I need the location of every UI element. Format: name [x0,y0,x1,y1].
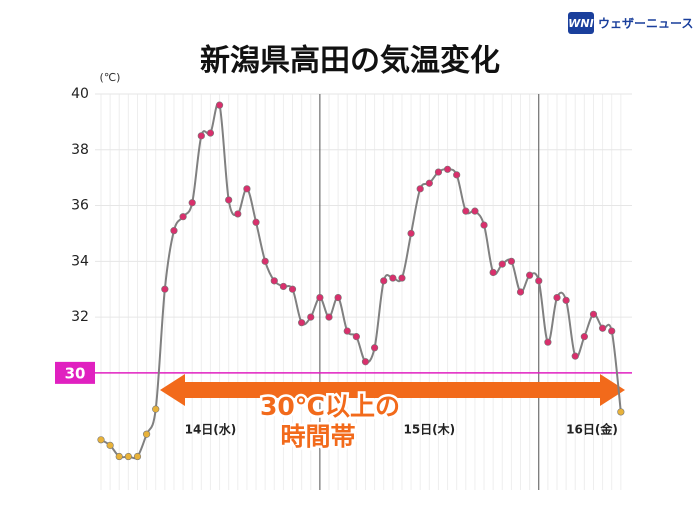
data-point [480,221,488,229]
data-point [398,274,406,282]
data-point [124,452,132,461]
logo-box [568,12,594,34]
data-point [106,441,114,449]
data-point [589,310,598,318]
data-point [389,274,397,282]
data-point [598,324,607,332]
data-point [416,185,424,193]
annotation: 時間帯 [280,422,355,451]
y-tick-label: 36 [71,198,89,214]
data-point [234,210,242,218]
day-label: 14日(水) [185,422,237,437]
data-point [544,338,552,346]
data-point [152,405,160,413]
data-point [443,165,452,173]
logo-text: ウェザーニュース [598,17,693,31]
annotation: 30℃以上の [260,392,400,421]
data-point [498,260,506,268]
data-point [425,179,433,187]
data-point [188,199,196,207]
data-point [343,327,351,335]
data-point [334,293,342,302]
data-point [462,207,470,215]
data-point [380,277,388,285]
data-point [97,436,105,444]
data-point [115,452,123,461]
data-point [526,271,534,279]
data-point [288,285,297,293]
logo-mark: WNI [568,17,593,30]
data-point [316,293,324,302]
data-point [298,319,306,327]
reference-box [55,361,95,384]
data-point [453,171,461,179]
data-point [170,227,178,235]
temperature-line [100,101,622,460]
data-point [143,430,151,438]
chart-title: 新潟県高田の気温変化 [200,44,500,79]
data-point [352,333,360,341]
duration-arrow [160,374,625,406]
data-point [325,313,333,321]
data-point [489,268,497,277]
data-point [179,213,187,221]
y-unit: (℃) [100,71,121,84]
day-label: 16日(金) [566,422,618,437]
data-point [371,344,379,352]
data-point [261,257,269,265]
data-point [553,293,561,302]
data-point [617,408,625,416]
data-point [161,285,169,293]
data-point [252,218,260,226]
data-point [562,296,570,304]
data-point [571,352,579,360]
data-point [516,288,525,296]
data-point [471,207,479,215]
data-point [407,229,415,238]
data-point [307,313,315,321]
data-point [434,168,443,176]
data-point [361,358,370,366]
y-tick-label: 34 [71,253,89,269]
data-point [215,101,224,109]
data-point [270,277,278,285]
data-point [225,196,233,204]
y-tick-label: 40 [71,86,89,102]
data-point [535,277,543,285]
y-tick-label: 38 [71,142,89,158]
data-point [580,333,588,341]
day-label: 15日(木) [403,422,455,437]
reference-label: 30 [65,364,86,382]
data-point [206,129,215,137]
data-point [133,452,142,461]
data-point [279,282,288,291]
data-point [243,185,251,193]
data-point [197,132,205,140]
data-point [608,327,616,335]
y-tick-label: 32 [71,309,89,325]
data-point [507,257,516,265]
